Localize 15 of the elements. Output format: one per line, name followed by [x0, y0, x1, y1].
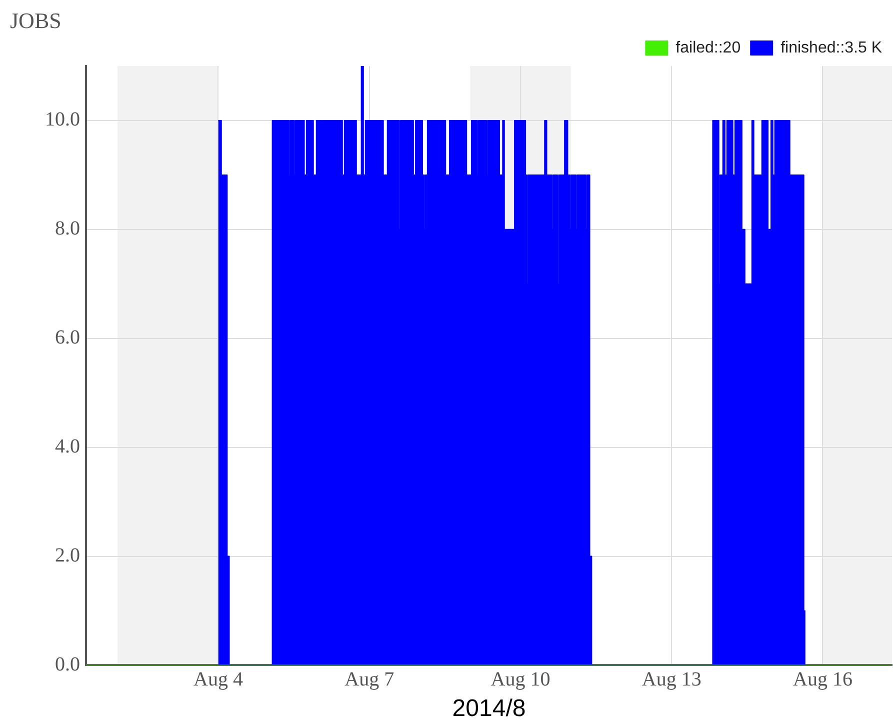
y-tick-label: 4.0	[55, 436, 80, 458]
legend-label: finished::3.5 K	[780, 39, 882, 56]
x-tick-label: Aug 7	[344, 668, 394, 690]
x-tick-label: Aug 4	[194, 668, 243, 690]
y-tick-label: 0.0	[55, 653, 80, 676]
x-tick-label: Aug 16	[793, 668, 852, 690]
x-tick-label: Aug 10	[490, 668, 550, 690]
y-tick-label: 8.0	[55, 218, 80, 240]
y-tick-label: 10.0	[45, 108, 80, 131]
x-tick-label: Aug 13	[642, 668, 702, 690]
y-tick-label: 6.0	[55, 326, 80, 349]
x-axis-title: 2014/8	[452, 695, 526, 722]
legend-label: failed::20	[676, 39, 741, 56]
y-axis-title: JOBS	[10, 8, 62, 34]
y-tick-label: 2.0	[55, 544, 80, 567]
